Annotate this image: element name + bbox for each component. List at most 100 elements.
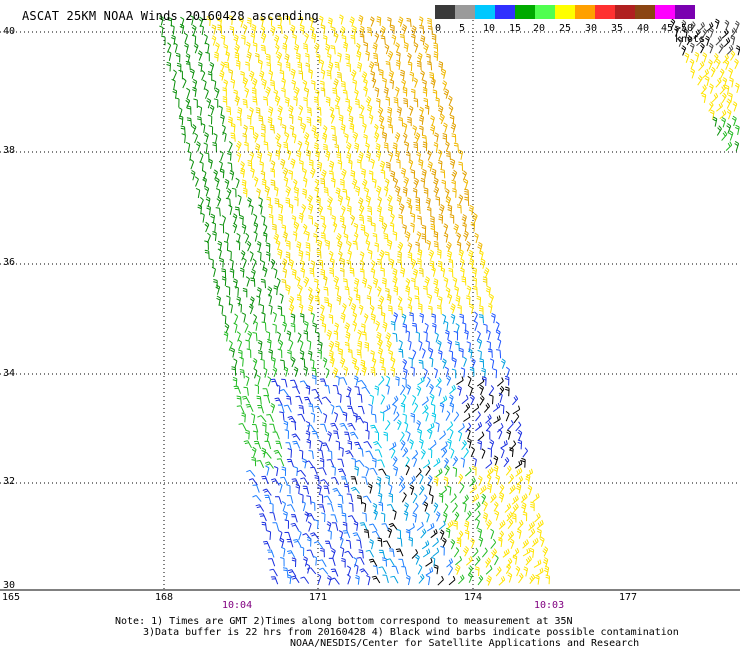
wind-barb bbox=[376, 16, 382, 26]
wind-barb bbox=[430, 528, 438, 539]
wind-barb bbox=[242, 133, 247, 143]
wind-barb bbox=[385, 332, 391, 343]
wind-barb bbox=[268, 204, 273, 214]
wind-barb bbox=[300, 576, 310, 584]
wind-barb bbox=[202, 170, 207, 181]
wind-barb bbox=[346, 142, 352, 153]
wind-barb bbox=[274, 466, 279, 477]
wind-barb bbox=[404, 456, 410, 467]
wind-barb bbox=[281, 546, 286, 557]
wind-barb bbox=[305, 420, 311, 432]
wind-barb bbox=[366, 104, 373, 115]
wind-barb bbox=[505, 563, 512, 574]
wind-barb bbox=[431, 266, 436, 277]
wind-barb bbox=[337, 392, 342, 403]
wind-barb bbox=[505, 465, 512, 476]
wind-barb bbox=[262, 96, 269, 106]
wind-barb bbox=[367, 215, 372, 226]
wind-barb bbox=[228, 204, 233, 215]
wind-barb bbox=[453, 223, 459, 234]
wind-barb bbox=[411, 395, 417, 406]
wind-barb bbox=[492, 402, 501, 413]
wind-barb bbox=[444, 465, 450, 476]
wind-barb bbox=[301, 204, 307, 215]
lon-label-168: 168 bbox=[155, 592, 174, 603]
wind-barb bbox=[286, 330, 292, 341]
wind-barb bbox=[282, 268, 288, 279]
wind-barb bbox=[211, 24, 217, 35]
wind-barb bbox=[422, 87, 428, 97]
wind-barb bbox=[427, 474, 433, 486]
wind-barb bbox=[443, 88, 450, 99]
wind-barb bbox=[315, 150, 320, 161]
wind-barb bbox=[726, 108, 732, 120]
wind-barb bbox=[327, 196, 333, 207]
wind-barb bbox=[401, 393, 407, 405]
wind-barb bbox=[463, 413, 471, 422]
wind-barb bbox=[290, 68, 296, 80]
wind-barb bbox=[427, 484, 432, 495]
wind-barb bbox=[487, 348, 493, 358]
wind-barb bbox=[260, 25, 266, 36]
lon-label-177: 177 bbox=[619, 592, 638, 603]
wind-barb bbox=[345, 331, 351, 342]
wind-barb bbox=[266, 62, 271, 72]
wind-barb bbox=[260, 278, 266, 289]
wind-barb bbox=[279, 411, 285, 421]
wind-barb bbox=[505, 386, 510, 397]
wind-barb bbox=[446, 250, 452, 261]
wind-barb bbox=[360, 359, 366, 370]
wind-barb bbox=[252, 332, 258, 342]
wind-barb bbox=[402, 368, 408, 379]
wind-barb bbox=[203, 33, 208, 45]
wind-barb bbox=[536, 567, 544, 577]
wind-barb bbox=[281, 258, 288, 269]
wind-barb bbox=[364, 341, 370, 352]
wind-barb bbox=[267, 558, 276, 567]
wind-barb bbox=[380, 311, 386, 322]
wind-barb bbox=[338, 494, 344, 504]
wind-barb bbox=[239, 267, 245, 278]
wind-barb bbox=[328, 314, 334, 324]
wind-barb bbox=[300, 122, 307, 134]
wind-barb bbox=[377, 492, 383, 503]
wind-barb bbox=[670, 18, 676, 29]
wind-barb bbox=[204, 221, 210, 233]
wind-barb bbox=[192, 86, 197, 97]
wind-barb bbox=[249, 106, 254, 118]
wind-barb bbox=[312, 322, 317, 333]
wind-barb bbox=[247, 197, 252, 208]
wind-barb bbox=[193, 42, 199, 54]
wind-barb bbox=[353, 520, 359, 531]
wind-barb bbox=[529, 573, 536, 585]
wind-barb bbox=[432, 322, 437, 333]
wind-barb bbox=[381, 277, 387, 288]
wind-barb bbox=[267, 151, 272, 162]
wind-barb bbox=[313, 541, 324, 549]
wind-barb bbox=[429, 383, 434, 395]
wind-barb bbox=[464, 196, 470, 207]
wind-barb bbox=[288, 169, 293, 180]
wind-barb bbox=[314, 178, 320, 190]
wind-barb bbox=[693, 29, 701, 39]
wind-barb bbox=[237, 194, 242, 206]
wind-barb bbox=[246, 115, 252, 125]
wind-barb bbox=[411, 33, 416, 44]
wind-barb bbox=[349, 16, 355, 27]
wind-barb bbox=[353, 375, 359, 386]
wind-barb bbox=[295, 395, 303, 404]
wind-barb bbox=[276, 458, 285, 467]
wind-barb bbox=[267, 376, 272, 387]
wind-barb bbox=[334, 95, 341, 106]
wind-barb bbox=[292, 440, 301, 449]
wind-barb bbox=[319, 467, 327, 476]
wind-barb bbox=[431, 168, 437, 179]
wind-barb bbox=[445, 141, 450, 152]
wind-barb bbox=[326, 575, 332, 586]
wind-barb bbox=[339, 357, 346, 368]
wind-barb bbox=[221, 276, 227, 286]
wind-barb bbox=[314, 475, 320, 485]
wind-barb bbox=[405, 574, 411, 586]
wind-barb bbox=[167, 50, 172, 62]
wind-barb bbox=[459, 347, 464, 358]
